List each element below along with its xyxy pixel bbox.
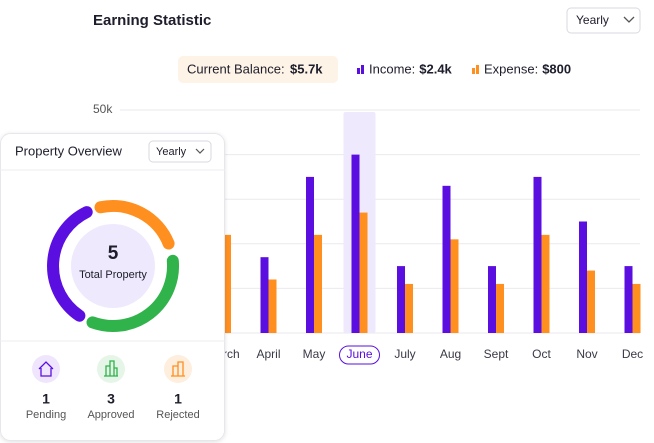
dropdown-caret bbox=[623, 16, 635, 23]
bar bbox=[450, 239, 459, 333]
legend-swatch bbox=[357, 68, 360, 74]
stat-label: Rejected bbox=[156, 409, 199, 421]
bar bbox=[488, 266, 496, 333]
bar bbox=[405, 283, 413, 333]
dropdown-box[interactable] bbox=[566, 7, 641, 34]
bar bbox=[587, 270, 595, 333]
legend-swatch bbox=[472, 68, 475, 74]
bar bbox=[306, 176, 314, 333]
legend-amount: $800 bbox=[542, 61, 571, 76]
bar bbox=[359, 212, 368, 333]
x-tick-label: Dec bbox=[622, 347, 643, 361]
bar bbox=[314, 234, 322, 333]
legend-label: Income: bbox=[369, 61, 415, 76]
x-tick-label: Sept bbox=[484, 347, 509, 361]
selected-label-box bbox=[339, 345, 380, 365]
x-tick-label: July bbox=[394, 347, 415, 361]
x-tick-label: May bbox=[303, 347, 326, 361]
bar bbox=[496, 283, 504, 333]
donut-rejected bbox=[94, 199, 175, 250]
x-tick-label: June bbox=[346, 347, 372, 361]
section-title: Earning Statistic bbox=[93, 12, 211, 29]
stat-value: 1 bbox=[174, 391, 182, 407]
property-card: Property Overview Yearly 5 Total Propert… bbox=[0, 133, 225, 441]
x-tick-label: Nov bbox=[576, 347, 597, 361]
donut-center bbox=[71, 224, 155, 308]
stat-value: 3 bbox=[107, 391, 115, 407]
bar bbox=[268, 279, 277, 333]
dropdown-value[interactable]: Yearly bbox=[156, 146, 187, 158]
bar bbox=[442, 185, 451, 333]
rejected-icon bbox=[171, 361, 185, 377]
balance-value: $5.7k bbox=[290, 61, 323, 76]
bar bbox=[223, 234, 231, 333]
stat-label: Approved bbox=[87, 409, 134, 421]
donut-pending bbox=[47, 206, 93, 322]
balance-pill bbox=[178, 56, 338, 83]
x-tick-label: Oct bbox=[532, 347, 551, 361]
donut bbox=[47, 199, 180, 332]
dropdown-caret bbox=[195, 148, 205, 154]
bar bbox=[260, 257, 269, 333]
total-value: 5 bbox=[108, 243, 119, 264]
legend-swatch bbox=[361, 65, 364, 74]
approved-icon-bg bbox=[97, 355, 125, 383]
card-title: Property Overview bbox=[15, 143, 123, 158]
period-dropdown[interactable]: Yearly bbox=[566, 7, 641, 34]
x-tick-label: Aug bbox=[440, 347, 461, 361]
legend-amount: $2.4k bbox=[419, 61, 452, 76]
bar bbox=[541, 234, 550, 333]
stat-label: Pending bbox=[26, 409, 66, 421]
x-tick-label: April bbox=[256, 347, 280, 361]
bar bbox=[624, 266, 633, 333]
legend-label: Expense: bbox=[484, 61, 538, 76]
dropdown-value[interactable]: Yearly bbox=[576, 13, 609, 27]
bar bbox=[397, 266, 405, 333]
total-label: Total Property bbox=[79, 269, 147, 281]
pending-icon-bg bbox=[32, 355, 60, 383]
pending-icon bbox=[38, 361, 54, 377]
y-tick-label: 50k bbox=[93, 102, 113, 116]
donut-approved bbox=[86, 254, 180, 332]
bar bbox=[632, 283, 641, 333]
stat-value: 1 bbox=[42, 391, 50, 407]
bar bbox=[533, 176, 542, 333]
approved-icon bbox=[104, 360, 118, 377]
legend: Income: $2.4k Expense: $800 bbox=[357, 61, 571, 76]
stats: 1 Pending 3 Approved 1 Rejected bbox=[26, 391, 200, 421]
balance-label: Current Balance: bbox=[187, 61, 285, 76]
legend-swatch bbox=[476, 65, 479, 74]
dropdown-box[interactable] bbox=[148, 140, 212, 163]
bar bbox=[579, 221, 587, 333]
bar bbox=[351, 154, 360, 333]
